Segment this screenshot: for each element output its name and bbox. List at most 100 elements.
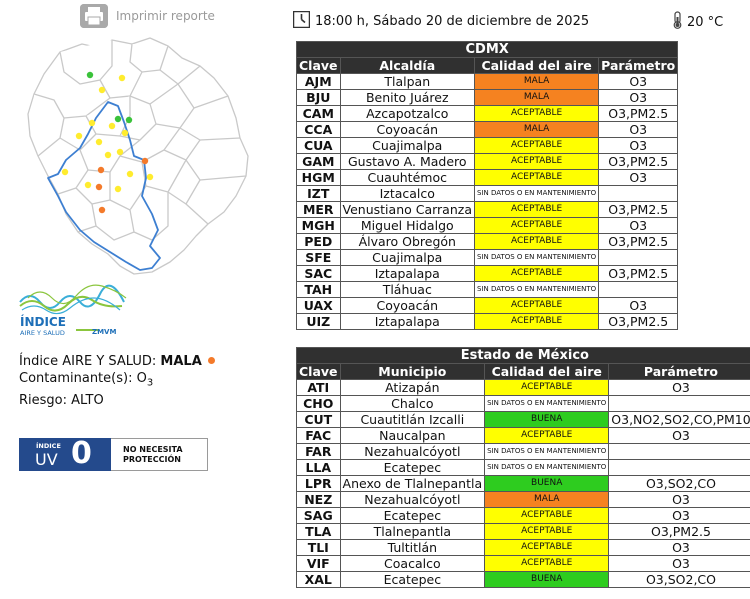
- station-marker[interactable]: [114, 115, 122, 123]
- datetime-text: 18:00 h, Sábado 20 de diciembre de 2025: [315, 14, 590, 29]
- print-report-button[interactable]: Imprimir reporte: [80, 4, 215, 28]
- station-location: Cuajimalpa: [339, 137, 476, 154]
- station-marker[interactable]: [126, 170, 134, 178]
- station-location: Venustiano Carranza: [339, 201, 476, 218]
- station-location: Naucalpan: [339, 427, 486, 444]
- station-marker[interactable]: [97, 166, 105, 174]
- station-location: Coyoacán: [339, 297, 476, 314]
- table-row: TAH Tláhuac SIN DATOS O EN MANTENIMIENTO: [296, 281, 679, 298]
- air-quality-cell: ACEPTABLE: [484, 539, 610, 556]
- air-health-summary: Índice AIRE Y SALUD: MALA Contaminante(s…: [19, 353, 215, 409]
- air-quality-cell: SIN DATOS O EN MANTENIMIENTO: [473, 281, 600, 298]
- air-quality-cell: ACEPTABLE: [473, 201, 600, 218]
- station-marker[interactable]: [114, 185, 122, 193]
- station-code: XAL: [296, 571, 341, 588]
- station-marker[interactable]: [86, 71, 94, 79]
- station-location: Benito Juárez: [339, 89, 476, 106]
- contaminante-subscript: 3: [146, 377, 154, 389]
- indice-dot-icon: [207, 357, 215, 364]
- station-code: GAM: [296, 153, 341, 170]
- station-marker[interactable]: [146, 173, 154, 181]
- temperature-display: 20 °C: [672, 11, 723, 33]
- station-location: Miguel Hidalgo: [339, 217, 476, 234]
- station-code: CCA: [296, 121, 341, 138]
- station-code: UAX: [296, 297, 341, 314]
- station-marker[interactable]: [95, 183, 103, 191]
- parameters-cell: [598, 185, 679, 202]
- air-quality-cell: SIN DATOS O EN MANTENIMIENTO: [484, 459, 610, 476]
- station-marker[interactable]: [141, 157, 149, 165]
- table-row: AJM Tlalpan MALA O3: [296, 73, 679, 90]
- station-location: Iztacalco: [339, 185, 476, 202]
- station-location: Azcapotzalco: [339, 105, 476, 122]
- uv-note-line2: PROTECCIÓN: [123, 454, 181, 464]
- table-row: CUT Cuautitlán Izcalli BUENA O3,NO2,SO2,CO,…: [296, 411, 750, 428]
- clock-icon: [292, 10, 311, 32]
- cdmx-table-title: CDMX: [295, 41, 679, 58]
- air-quality-cell: BUENA: [484, 475, 610, 492]
- parameters-cell: O3: [608, 539, 750, 556]
- station-code: AJM: [296, 73, 341, 90]
- indice-value: MALA: [160, 354, 202, 369]
- table-row: MER Venustiano Carranza ACEPTABLE O3,PM2.5: [296, 201, 679, 218]
- station-code: ATI: [296, 379, 341, 396]
- indice-aire-salud-logo: ÍNDICE AIRE Y SALUD ZMVM: [19, 284, 127, 337]
- station-code: LPR: [296, 475, 341, 492]
- parameters-cell: [608, 443, 750, 460]
- air-quality-cell: BUENA: [484, 571, 610, 588]
- parameters-cell: O3: [608, 427, 750, 444]
- station-code: MER: [296, 201, 341, 218]
- station-markers: [61, 71, 154, 214]
- station-marker[interactable]: [125, 116, 133, 124]
- uv-note-line1: NO NECESITA: [123, 444, 183, 454]
- contaminante-line: Contaminante(s): O3: [19, 370, 215, 392]
- station-marker[interactable]: [61, 168, 69, 176]
- table-row: PED Álvaro Obregón ACEPTABLE O3,PM2.5: [296, 233, 679, 250]
- parameters-cell: O3,PM2.5: [598, 233, 679, 250]
- column-header-municipio: Municipio: [339, 363, 486, 380]
- parameters-cell: [608, 459, 750, 476]
- station-location: Cuauhtémoc: [339, 169, 476, 186]
- station-marker[interactable]: [98, 86, 106, 94]
- parameters-cell: O3: [598, 121, 679, 138]
- uv-note: NO NECESITA PROTECCIÓN: [111, 438, 208, 471]
- air-quality-cell: SIN DATOS O EN MANTENIMIENTO: [484, 443, 610, 460]
- parameters-cell: O3: [598, 137, 679, 154]
- station-marker[interactable]: [84, 181, 92, 189]
- station-marker[interactable]: [75, 132, 83, 140]
- station-location: Atizapán: [339, 379, 486, 396]
- riesgo-line: Riesgo: ALTO: [19, 392, 215, 409]
- station-marker[interactable]: [98, 206, 106, 214]
- station-marker[interactable]: [121, 129, 129, 137]
- logo-zmvm-text: ZMVM: [92, 328, 116, 336]
- riesgo-label: Riesgo:: [19, 392, 68, 408]
- column-header-clave: Clave: [296, 57, 341, 74]
- station-location: Cuautitlán Izcalli: [339, 411, 486, 428]
- station-code: SAC: [296, 265, 341, 282]
- table-row: UAX Coyoacán ACEPTABLE O3: [296, 297, 679, 314]
- table-row: CAM Azcapotzalco ACEPTABLE O3,PM2.5: [296, 105, 679, 122]
- table-row: GAM Gustavo A. Madero ACEPTABLE O3,PM2.5: [296, 153, 679, 170]
- parameters-cell: [598, 249, 679, 266]
- station-marker[interactable]: [118, 74, 126, 82]
- parameters-cell: O3,SO2,CO: [608, 475, 750, 492]
- column-header-alcaldia: Alcaldía: [339, 57, 476, 74]
- station-code: CUT: [296, 411, 341, 428]
- parameters-cell: [608, 395, 750, 412]
- station-location: Gustavo A. Madero: [339, 153, 476, 170]
- logo-aire-salud-text: AIRE Y SALUD: [20, 329, 65, 337]
- table-row: CCA Coyoacán MALA O3: [296, 121, 679, 138]
- station-marker[interactable]: [88, 119, 96, 127]
- station-marker[interactable]: [108, 122, 116, 130]
- station-location: Ecatepec: [339, 507, 486, 524]
- air-quality-cell: ACEPTABLE: [473, 137, 600, 154]
- table-row: FAR Nezahualcóyotl SIN DATOS O EN MANTENIM…: [296, 443, 750, 460]
- station-code: MGH: [296, 217, 341, 234]
- station-marker[interactable]: [104, 151, 112, 159]
- uv-index-badge: ÍNDICE UV 0 NO NECESITA PROTECCIÓN: [19, 436, 208, 471]
- station-marker[interactable]: [116, 148, 124, 156]
- station-location: Tláhuac: [339, 281, 476, 298]
- air-quality-cell: ACEPTABLE: [473, 313, 600, 330]
- station-marker[interactable]: [95, 138, 103, 146]
- uv-value: 0: [71, 436, 92, 471]
